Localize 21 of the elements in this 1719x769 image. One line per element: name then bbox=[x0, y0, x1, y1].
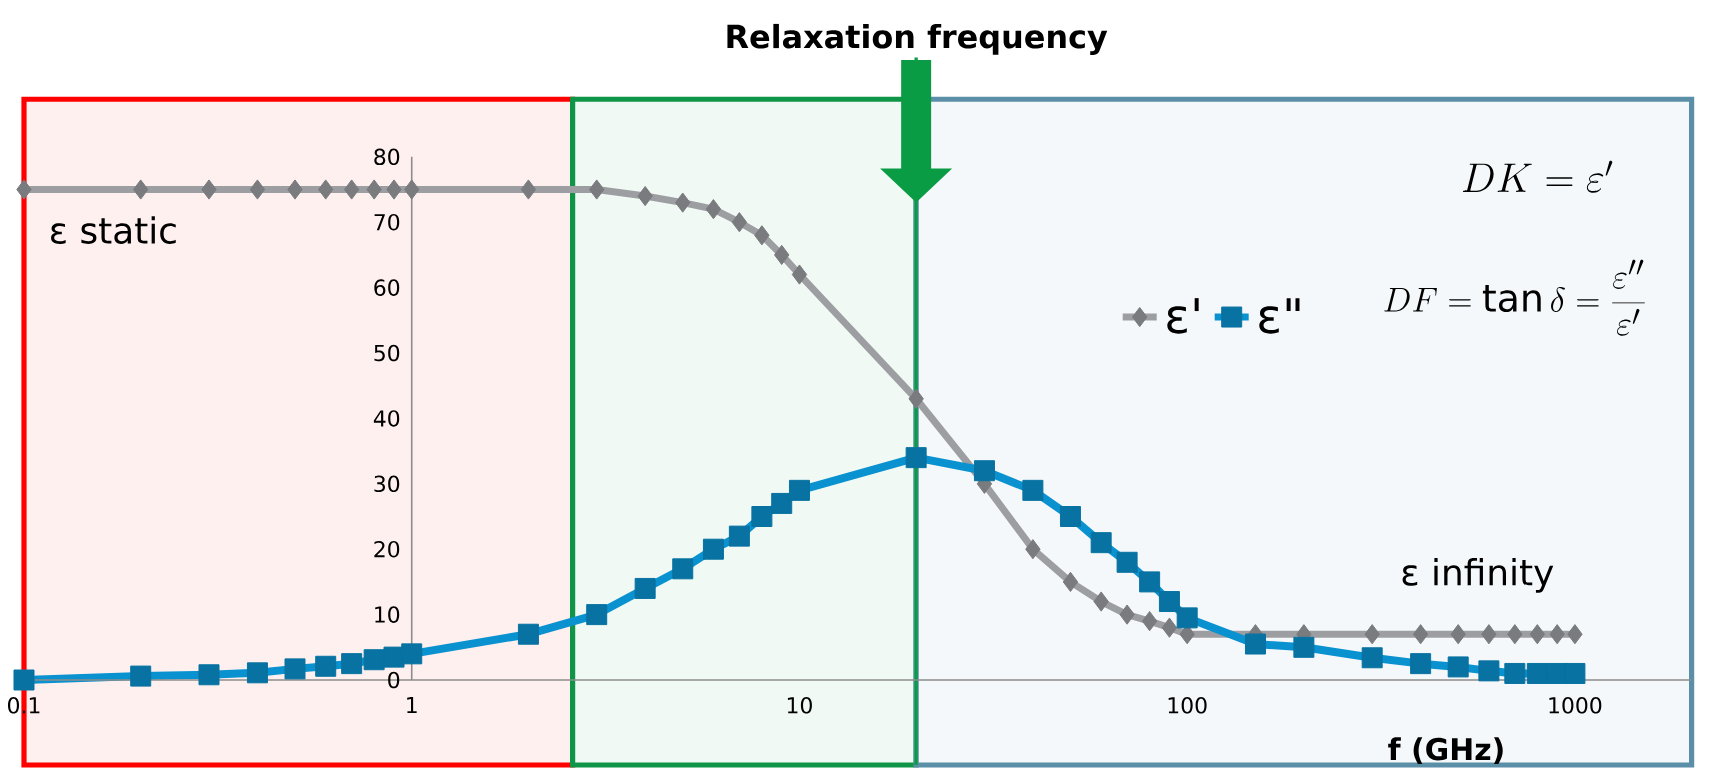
y-tick-label: 40 bbox=[373, 410, 400, 427]
y-tick-label: 0 bbox=[388, 671, 400, 689]
y-tick-label: 80 bbox=[374, 148, 400, 166]
y-tick-label: 20 bbox=[374, 540, 400, 558]
y-tick-label: 70 bbox=[374, 213, 400, 231]
ref-line-label: Relaxation frequency bbox=[727, 23, 1108, 55]
annotation: ε static bbox=[51, 216, 176, 244]
y-tick-label: 60 bbox=[374, 279, 400, 296]
x-tick-label: 1 bbox=[407, 697, 417, 714]
x-tick-label: 10 bbox=[787, 697, 812, 714]
annotation: ε infinity bbox=[1402, 558, 1554, 593]
x-tick-label: 1000 bbox=[1549, 697, 1602, 714]
x-tick-label: 100 bbox=[1168, 697, 1207, 714]
x-axis-title: f (GHz) bbox=[1388, 737, 1503, 764]
annotation: $DK = \varepsilon'$ bbox=[1462, 160, 1613, 193]
y-tick-label: 30 bbox=[374, 475, 400, 493]
y-tick-label: 50 bbox=[374, 344, 400, 362]
legend-label: ε" bbox=[1259, 298, 1300, 334]
annotation: $DF = \tan\delta = \frac{\varepsilon''}{\varepsilon'}$ bbox=[1384, 259, 1645, 336]
legend-label: ε' bbox=[1167, 298, 1199, 334]
y-tick-label: 10 bbox=[375, 606, 400, 623]
